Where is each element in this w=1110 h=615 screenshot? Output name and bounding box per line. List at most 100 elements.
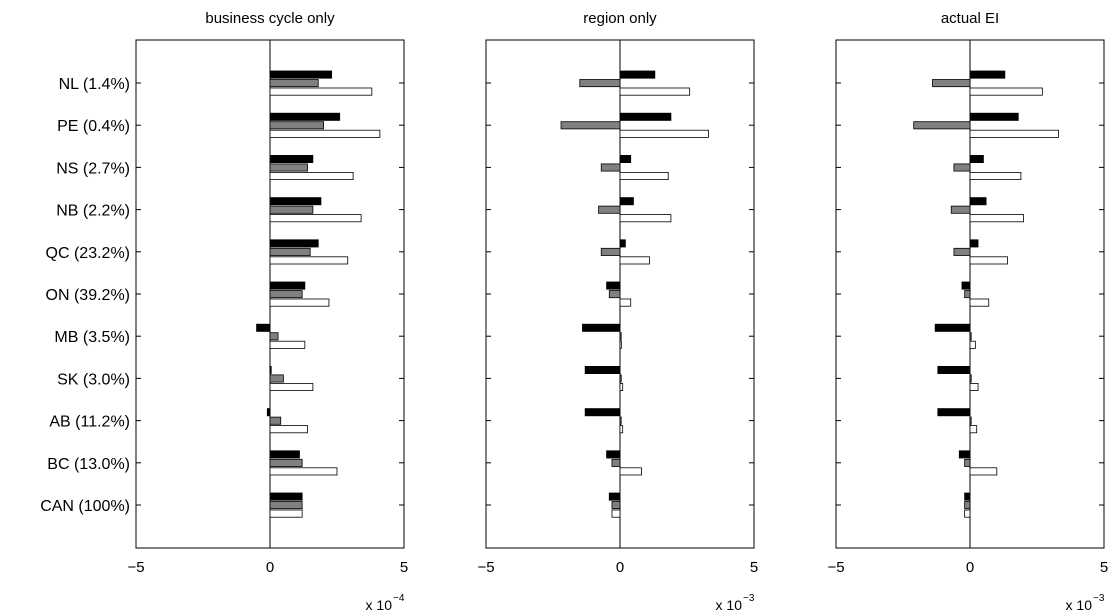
bar-black — [964, 492, 971, 501]
bar-gray — [600, 163, 621, 172]
bar-black — [619, 154, 632, 163]
bar-black — [606, 450, 621, 459]
bar-white — [619, 425, 624, 434]
bar-white — [269, 87, 373, 96]
bar-white — [619, 171, 669, 180]
x-tick-label: 0 — [616, 559, 624, 576]
axis-multiplier: x 10 — [1066, 597, 1093, 613]
x-tick-label: 5 — [1100, 559, 1108, 576]
bar-black — [969, 70, 1006, 79]
bar-white — [619, 382, 624, 391]
bar-white — [269, 467, 338, 476]
bar-black — [582, 323, 621, 332]
bar-gray — [969, 416, 972, 425]
bar-white — [619, 298, 632, 307]
bar-white — [969, 382, 979, 391]
bar-white — [619, 467, 642, 476]
bar-black — [269, 112, 341, 121]
bar-black — [969, 154, 984, 163]
bar-black — [961, 281, 971, 290]
category-label: NB (2.2%) — [56, 203, 130, 220]
bar-gray — [269, 79, 319, 88]
bar-black — [606, 281, 621, 290]
bar-white — [969, 129, 1059, 138]
bar-gray — [964, 501, 971, 510]
bar-gray — [964, 290, 971, 299]
bar-black — [608, 492, 621, 501]
axis-multiplier-exponent: −3 — [743, 593, 755, 604]
category-label: NS (2.7%) — [56, 160, 130, 177]
category-label: MB (3.5%) — [54, 329, 130, 346]
bar-white — [969, 298, 990, 307]
x-tick-label: 5 — [750, 559, 758, 576]
bar-black — [256, 323, 271, 332]
bar-white — [969, 425, 978, 434]
bar-gray — [964, 458, 971, 467]
bar-gray — [950, 205, 971, 214]
axis-multiplier-exponent: −4 — [393, 593, 405, 604]
bar-gray — [611, 458, 621, 467]
panel-title: region only — [583, 10, 657, 27]
bar-white — [969, 171, 1022, 180]
bar-black — [269, 70, 333, 79]
bar-gray — [619, 374, 622, 383]
bar-white — [269, 382, 314, 391]
bar-black — [969, 197, 987, 206]
bar-white — [969, 256, 1008, 265]
bar-black — [934, 323, 971, 332]
bar-white — [269, 214, 362, 223]
bar-black — [958, 450, 971, 459]
bar-white — [969, 87, 1043, 96]
bar-gray — [619, 332, 622, 341]
bar-gray — [608, 290, 621, 299]
category-label: BC (13.0%) — [47, 456, 130, 473]
axis-multiplier-exponent: −3 — [1093, 593, 1105, 604]
bar-gray — [579, 79, 621, 88]
bar-black — [269, 197, 322, 206]
bar-gray — [269, 416, 282, 425]
bar-white — [969, 467, 998, 476]
bar-gray — [600, 247, 621, 256]
bar-black — [266, 408, 271, 417]
axis-multiplier: x 10 — [716, 597, 743, 613]
category-label: QC (23.2%) — [46, 245, 130, 262]
category-label: CAN (100%) — [40, 498, 130, 515]
bar-black — [937, 365, 971, 374]
x-tick-label: −5 — [477, 559, 494, 576]
axis-multiplier: x 10 — [366, 597, 393, 613]
bar-white — [269, 171, 354, 180]
bar-white — [619, 87, 691, 96]
bar-black — [937, 408, 971, 417]
x-tick-label: 0 — [266, 559, 274, 576]
bar-white — [611, 509, 621, 518]
panel-3: actual EI −5 0 5 x 10 −3 — [827, 10, 1108, 613]
x-tick-label: 0 — [966, 559, 974, 576]
bar-gray — [269, 290, 303, 299]
x-tick-label: −5 — [827, 559, 844, 576]
bar-white — [619, 256, 650, 265]
bar-white — [619, 129, 709, 138]
bar-white — [269, 425, 308, 434]
bar-gray — [560, 121, 621, 130]
bar-gray — [269, 163, 308, 172]
bar-gray — [969, 332, 972, 341]
bar-white — [619, 214, 672, 223]
bar-white — [269, 509, 303, 518]
bar-white — [269, 298, 330, 307]
bar-gray — [932, 79, 971, 88]
category-label: NL (1.4%) — [59, 76, 130, 93]
bar-gray — [269, 501, 303, 510]
bar-black — [269, 450, 300, 459]
bar-black — [269, 239, 319, 248]
bar-black — [619, 239, 626, 248]
bar-black — [269, 154, 314, 163]
bar-white — [269, 129, 381, 138]
bar-white — [269, 340, 306, 349]
category-label: AB (11.2%) — [49, 414, 130, 431]
x-tick-label: −5 — [127, 559, 144, 576]
bar-gray — [969, 374, 972, 383]
bar-gray — [269, 121, 324, 130]
bar-black — [584, 365, 621, 374]
panel-1: business cycle only −5 0 5 x 10 −4 — [127, 10, 408, 613]
bar-gray — [913, 121, 971, 130]
